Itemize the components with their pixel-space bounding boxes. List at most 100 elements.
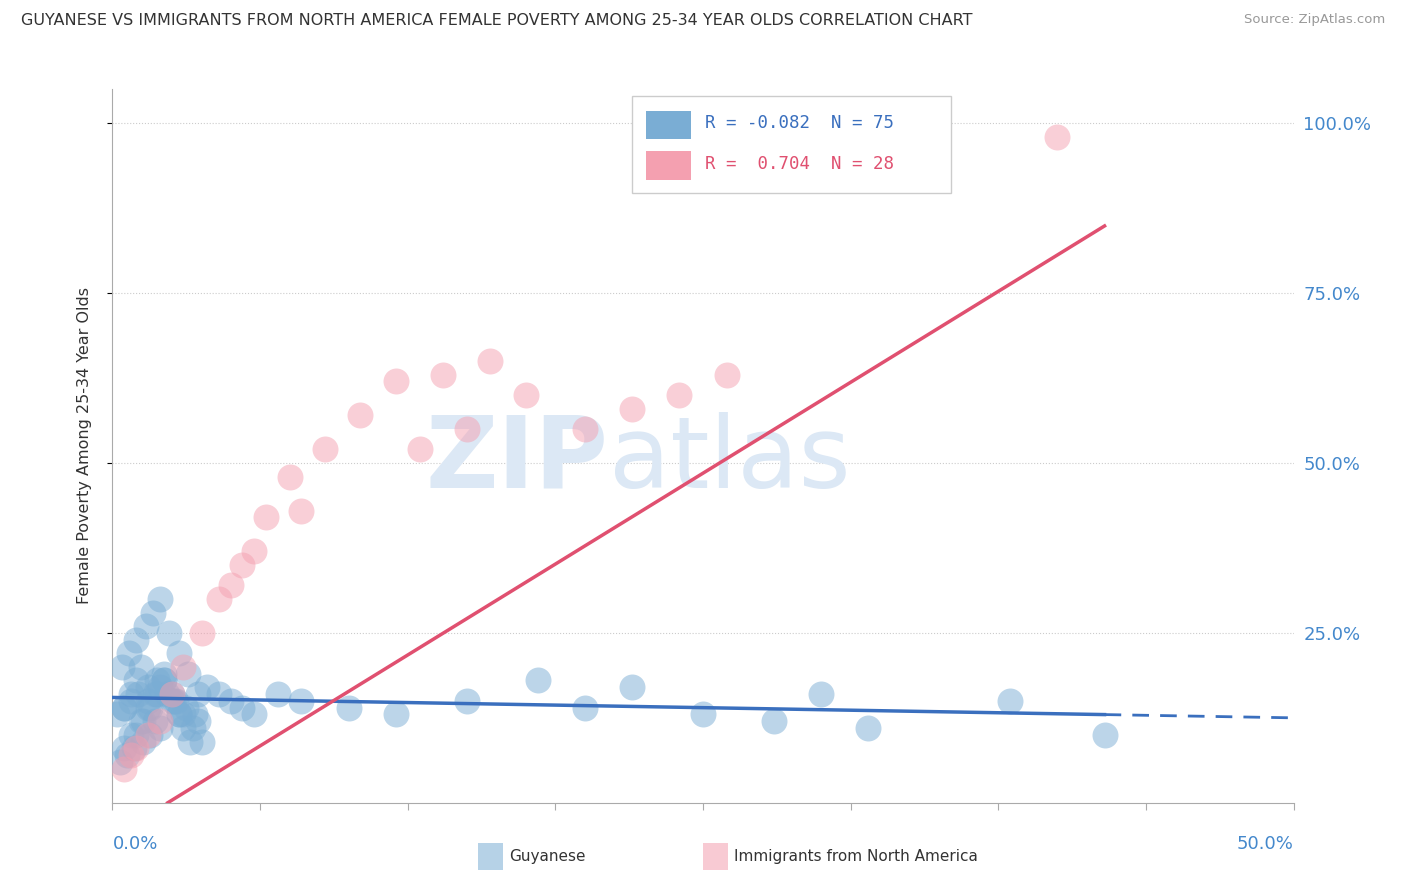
Point — [716, 368, 738, 382]
Point — [136, 728, 159, 742]
Point — [112, 741, 135, 756]
Y-axis label: Female Poverty Among 25-34 Year Olds: Female Poverty Among 25-34 Year Olds — [77, 287, 91, 605]
FancyBboxPatch shape — [647, 152, 692, 180]
Point — [231, 700, 253, 714]
Point — [125, 632, 148, 647]
Point — [858, 721, 880, 735]
Point — [179, 734, 201, 748]
Point — [208, 591, 231, 606]
Point — [143, 714, 166, 729]
Point — [118, 646, 141, 660]
Point — [172, 707, 194, 722]
Point — [139, 700, 162, 714]
Point — [219, 694, 242, 708]
Point — [456, 694, 478, 708]
Point — [574, 700, 596, 714]
Point — [167, 707, 190, 722]
Point — [267, 687, 290, 701]
Point — [692, 707, 714, 722]
Point — [149, 680, 172, 694]
Point — [515, 388, 537, 402]
Point — [160, 687, 183, 701]
Point — [337, 700, 360, 714]
Point — [231, 558, 253, 572]
FancyBboxPatch shape — [647, 111, 692, 139]
Point — [184, 707, 207, 722]
Point — [479, 354, 502, 368]
Point — [143, 687, 166, 701]
Point — [120, 748, 142, 763]
Point — [191, 734, 214, 748]
Text: R = -0.082  N = 75: R = -0.082 N = 75 — [706, 114, 894, 132]
Text: atlas: atlas — [609, 412, 851, 508]
Point — [186, 687, 208, 701]
Point — [762, 714, 785, 729]
Point — [139, 728, 162, 742]
Point — [254, 510, 277, 524]
Point — [111, 660, 134, 674]
Point — [153, 673, 176, 688]
Point — [167, 646, 190, 660]
Point — [1094, 728, 1116, 742]
Point — [408, 442, 430, 457]
Point — [136, 700, 159, 714]
Text: 0.0%: 0.0% — [112, 835, 157, 853]
Point — [132, 734, 155, 748]
Point — [621, 401, 644, 416]
Point — [243, 707, 266, 722]
Text: 50.0%: 50.0% — [1237, 835, 1294, 853]
Point — [125, 741, 148, 756]
Point — [172, 721, 194, 735]
Text: R =  0.704  N = 28: R = 0.704 N = 28 — [706, 155, 894, 173]
Point — [526, 673, 548, 688]
Point — [998, 694, 1021, 708]
Point — [120, 728, 142, 742]
Point — [149, 591, 172, 606]
Point — [181, 721, 204, 735]
Point — [167, 707, 190, 722]
Point — [120, 687, 142, 701]
Point — [621, 680, 644, 694]
Point — [142, 606, 165, 620]
Point — [385, 707, 408, 722]
Text: ZIP: ZIP — [426, 412, 609, 508]
Point — [174, 700, 197, 714]
Point — [165, 694, 187, 708]
Point — [112, 700, 135, 714]
Point — [243, 544, 266, 558]
Text: Guyanese: Guyanese — [509, 849, 585, 863]
Point — [135, 619, 157, 633]
Point — [314, 442, 336, 457]
Point — [153, 666, 176, 681]
Point — [349, 409, 371, 423]
Point — [219, 578, 242, 592]
Point — [668, 388, 690, 402]
Point — [115, 748, 138, 763]
Point — [278, 469, 301, 483]
Point — [290, 503, 312, 517]
Point — [108, 755, 131, 769]
Point — [157, 626, 180, 640]
Point — [112, 700, 135, 714]
Point — [208, 687, 231, 701]
Point — [136, 680, 159, 694]
Point — [149, 721, 172, 735]
Point — [160, 694, 183, 708]
Point — [127, 687, 149, 701]
Text: Immigrants from North America: Immigrants from North America — [734, 849, 977, 863]
Point — [177, 666, 200, 681]
Text: GUYANESE VS IMMIGRANTS FROM NORTH AMERICA FEMALE POVERTY AMONG 25-34 YEAR OLDS C: GUYANESE VS IMMIGRANTS FROM NORTH AMERIC… — [21, 13, 973, 29]
Point — [191, 626, 214, 640]
Point — [163, 694, 186, 708]
Point — [125, 728, 148, 742]
Point — [456, 422, 478, 436]
Point — [153, 673, 176, 688]
FancyBboxPatch shape — [633, 96, 950, 193]
Point — [146, 687, 169, 701]
Text: Source: ZipAtlas.com: Source: ZipAtlas.com — [1244, 13, 1385, 27]
Point — [1046, 129, 1069, 144]
Point — [156, 687, 179, 701]
Point — [146, 673, 169, 688]
Point — [105, 707, 128, 722]
Point — [172, 660, 194, 674]
